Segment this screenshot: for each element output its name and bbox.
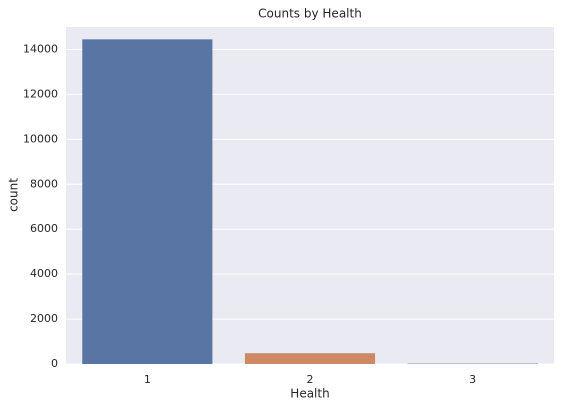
- x-tick-label: 3: [469, 373, 476, 386]
- chart-title: Counts by Health: [258, 7, 362, 21]
- y-tick-label: 0: [51, 357, 58, 370]
- x-tick-label: 1: [144, 373, 151, 386]
- x-axis-label: Health: [290, 387, 329, 401]
- bar: [245, 353, 375, 364]
- y-tick-label: 14000: [23, 42, 58, 55]
- x-tick-label: 2: [307, 373, 314, 386]
- y-tick-label: 2000: [30, 312, 58, 325]
- y-tick-label: 12000: [23, 87, 58, 100]
- y-tick-label: 6000: [30, 222, 58, 235]
- bar: [82, 39, 212, 364]
- y-tick-label: 4000: [30, 267, 58, 280]
- y-axis-label: count: [7, 178, 21, 212]
- y-tick-label: 8000: [30, 177, 58, 190]
- y-tick-label: 10000: [23, 132, 58, 145]
